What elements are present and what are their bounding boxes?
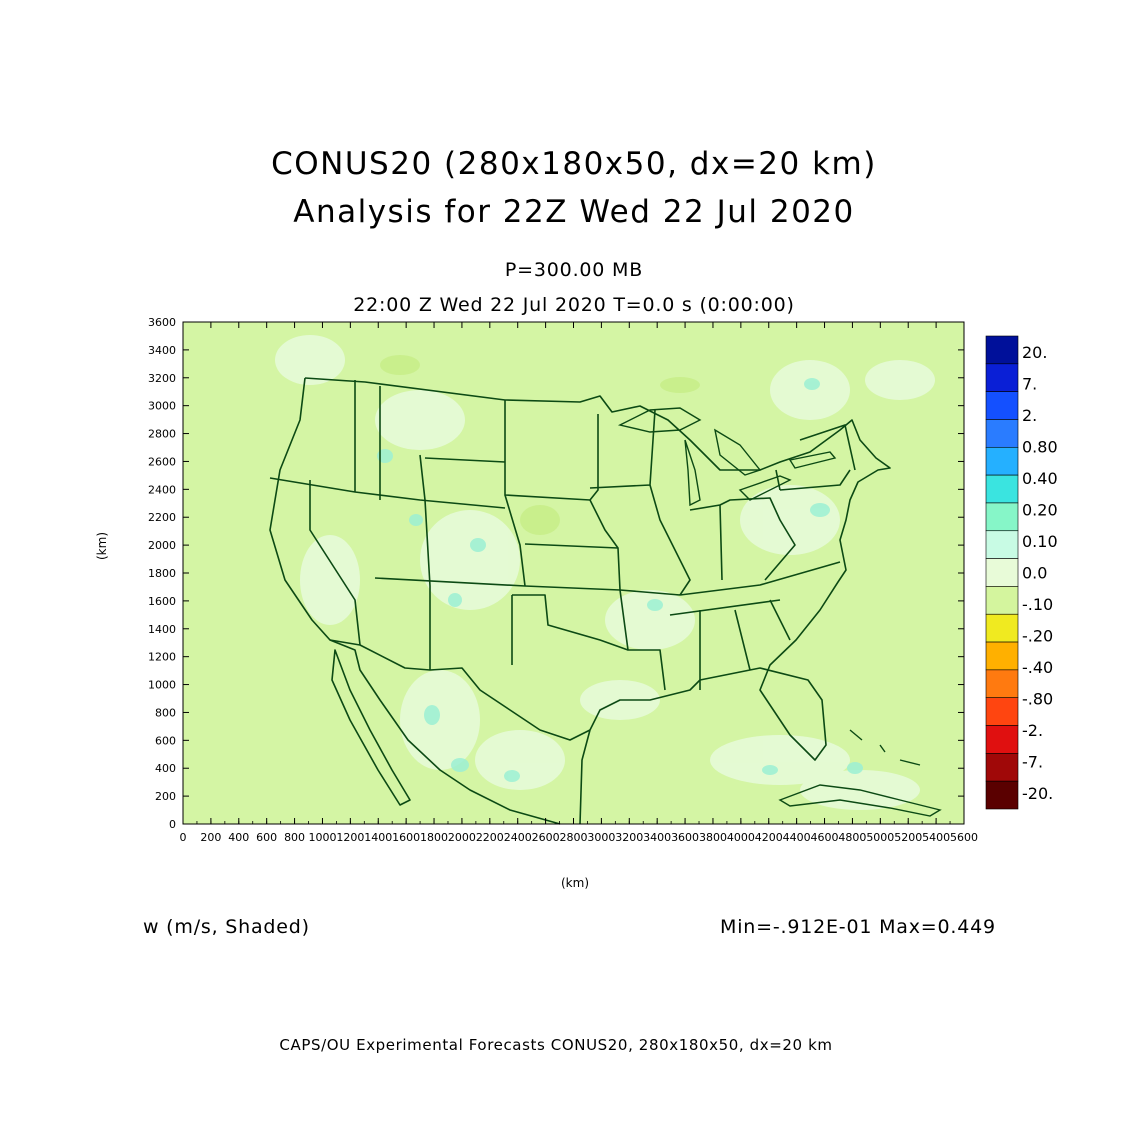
y-tick-label: 1400 xyxy=(148,623,176,636)
x-tick-label: 2000 xyxy=(448,831,476,844)
x-tick-label: 1600 xyxy=(392,831,420,844)
x-tick-label: 3400 xyxy=(643,831,671,844)
x-tick-label: 4400 xyxy=(783,831,811,844)
y-tick-label: 800 xyxy=(155,706,176,719)
w-field-minima xyxy=(380,355,700,535)
x-tick-label: 3200 xyxy=(615,831,643,844)
x-tick-label: 5200 xyxy=(894,831,922,844)
axis-ticks: 0 200 400 600 800 1000 1200 1400 1600 1800 2000 220… xyxy=(148,316,978,844)
colorbar-label: -.80 xyxy=(1022,690,1053,709)
y-tick-label: 1000 xyxy=(148,679,176,692)
y-tick-label: 3000 xyxy=(148,400,176,413)
colorbar-label: 0.10 xyxy=(1022,532,1058,551)
colorbar-label: -.10 xyxy=(1022,595,1053,614)
colorbar-label: 2. xyxy=(1022,406,1037,425)
colorbar-swatch xyxy=(985,474,1019,504)
x-tick-label: 2400 xyxy=(504,831,532,844)
y-tick-label: 2400 xyxy=(148,483,176,496)
y-tick-label: 1600 xyxy=(148,595,176,608)
colorbar: 20. 7. 2. 0.80 0.40 0.20 0.10 0.0 -.10 -.20 -.40 -.… xyxy=(985,335,1058,810)
x-tick-label: 800 xyxy=(284,831,305,844)
colorbar-label: 0.80 xyxy=(1022,437,1058,456)
colorbar-swatch xyxy=(985,335,1019,365)
colorbar-label: -2. xyxy=(1022,721,1043,740)
colorbar-label: 0.20 xyxy=(1022,500,1058,519)
footer-credit: CAPS/OU Experimental Forecasts CONUS20, … xyxy=(279,1036,833,1054)
x-tick-label: 2200 xyxy=(476,831,504,844)
x-tick-label: 5000 xyxy=(866,831,894,844)
colorbar-swatch xyxy=(985,530,1019,559)
x-tick-label: 3800 xyxy=(699,831,727,844)
colorbar-swatch xyxy=(985,669,1019,699)
colorbar-swatch xyxy=(985,391,1019,420)
colorbar-swatch xyxy=(985,641,1019,671)
colorbar-label: -20. xyxy=(1022,784,1053,803)
w-field-patches xyxy=(275,335,935,810)
colorbar-swatch xyxy=(985,725,1019,754)
x-tick-label: 5600 xyxy=(950,831,978,844)
y-tick-label: 3200 xyxy=(148,372,176,385)
x-tick-label: 400 xyxy=(228,831,249,844)
y-tick-label: 200 xyxy=(155,790,176,803)
x-tick-label: 3600 xyxy=(671,831,699,844)
y-tick-label: 2200 xyxy=(148,511,176,524)
colorbar-swatch xyxy=(985,753,1019,782)
x-tick-label: 5400 xyxy=(922,831,950,844)
x-tick-label: 1200 xyxy=(336,831,364,844)
colorbar-swatch xyxy=(985,586,1019,615)
colorbar-swatch xyxy=(985,502,1019,532)
caribbean-islands xyxy=(778,729,942,817)
x-tick-label: 4000 xyxy=(727,831,755,844)
colorbar-swatch xyxy=(985,697,1019,726)
colorbar-swatch xyxy=(985,363,1019,392)
y-tick-label: 400 xyxy=(155,762,176,775)
y-tick-label: 1200 xyxy=(148,651,176,664)
y-tick-label: 2800 xyxy=(148,428,176,441)
min-max-label: Min=-.912E-01 Max=0.449 xyxy=(720,916,996,938)
x-tick-label: 600 xyxy=(256,831,277,844)
great-lakes xyxy=(617,407,837,507)
x-tick-label: 1400 xyxy=(364,831,392,844)
x-tick-label: 1800 xyxy=(420,831,448,844)
colorbar-label: 20. xyxy=(1022,343,1047,362)
y-tick-label: 3400 xyxy=(148,344,176,357)
plot-title-line1: CONUS20 (280x180x50, dx=20 km) xyxy=(271,146,877,182)
y-tick-label: 1800 xyxy=(148,567,176,580)
x-tick-label: 1000 xyxy=(308,831,336,844)
y-tick-label: 2000 xyxy=(148,539,176,552)
pressure-level-label: P=300.00 MB xyxy=(504,259,644,281)
valid-time-label: 22:00 Z Wed 22 Jul 2020 T=0.0 s (0:00:00… xyxy=(353,294,795,316)
y-tick-label: 600 xyxy=(155,734,176,747)
colorbar-swatch xyxy=(985,780,1019,810)
colorbar-swatch xyxy=(985,419,1019,448)
x-tick-label: 0 xyxy=(180,831,187,844)
x-tick-label: 4800 xyxy=(838,831,866,844)
colorbar-label: -7. xyxy=(1022,753,1043,772)
map-panel xyxy=(183,322,964,825)
colorbar-swatch xyxy=(985,446,1019,476)
x-tick-label: 3000 xyxy=(587,831,615,844)
colorbar-label: 7. xyxy=(1022,374,1037,393)
variable-label: w (m/s, Shaded) xyxy=(143,916,310,938)
colorbar-swatch xyxy=(985,613,1019,643)
y-tick-label: 0 xyxy=(169,818,176,831)
y-tick-label: 3600 xyxy=(148,316,176,329)
colorbar-label: -.20 xyxy=(1022,627,1053,646)
y-axis-label: (km) xyxy=(95,531,109,560)
colorbar-label: 0.40 xyxy=(1022,469,1058,488)
plot-title-line2: Analysis for 22Z Wed 22 Jul 2020 xyxy=(293,194,855,230)
x-tick-label: 200 xyxy=(200,831,221,844)
x-tick-label: 4600 xyxy=(811,831,839,844)
state-boundaries xyxy=(269,377,891,825)
y-tick-label: 2600 xyxy=(148,455,176,468)
x-tick-label: 2800 xyxy=(560,831,588,844)
x-tick-label: 2600 xyxy=(532,831,560,844)
x-axis-label: (km) xyxy=(561,876,590,890)
colorbar-label: -.40 xyxy=(1022,658,1053,677)
colorbar-swatch xyxy=(985,558,1019,587)
w-field-maxima xyxy=(377,378,863,782)
colorbar-label: 0.0 xyxy=(1022,564,1047,583)
x-tick-label: 4200 xyxy=(755,831,783,844)
